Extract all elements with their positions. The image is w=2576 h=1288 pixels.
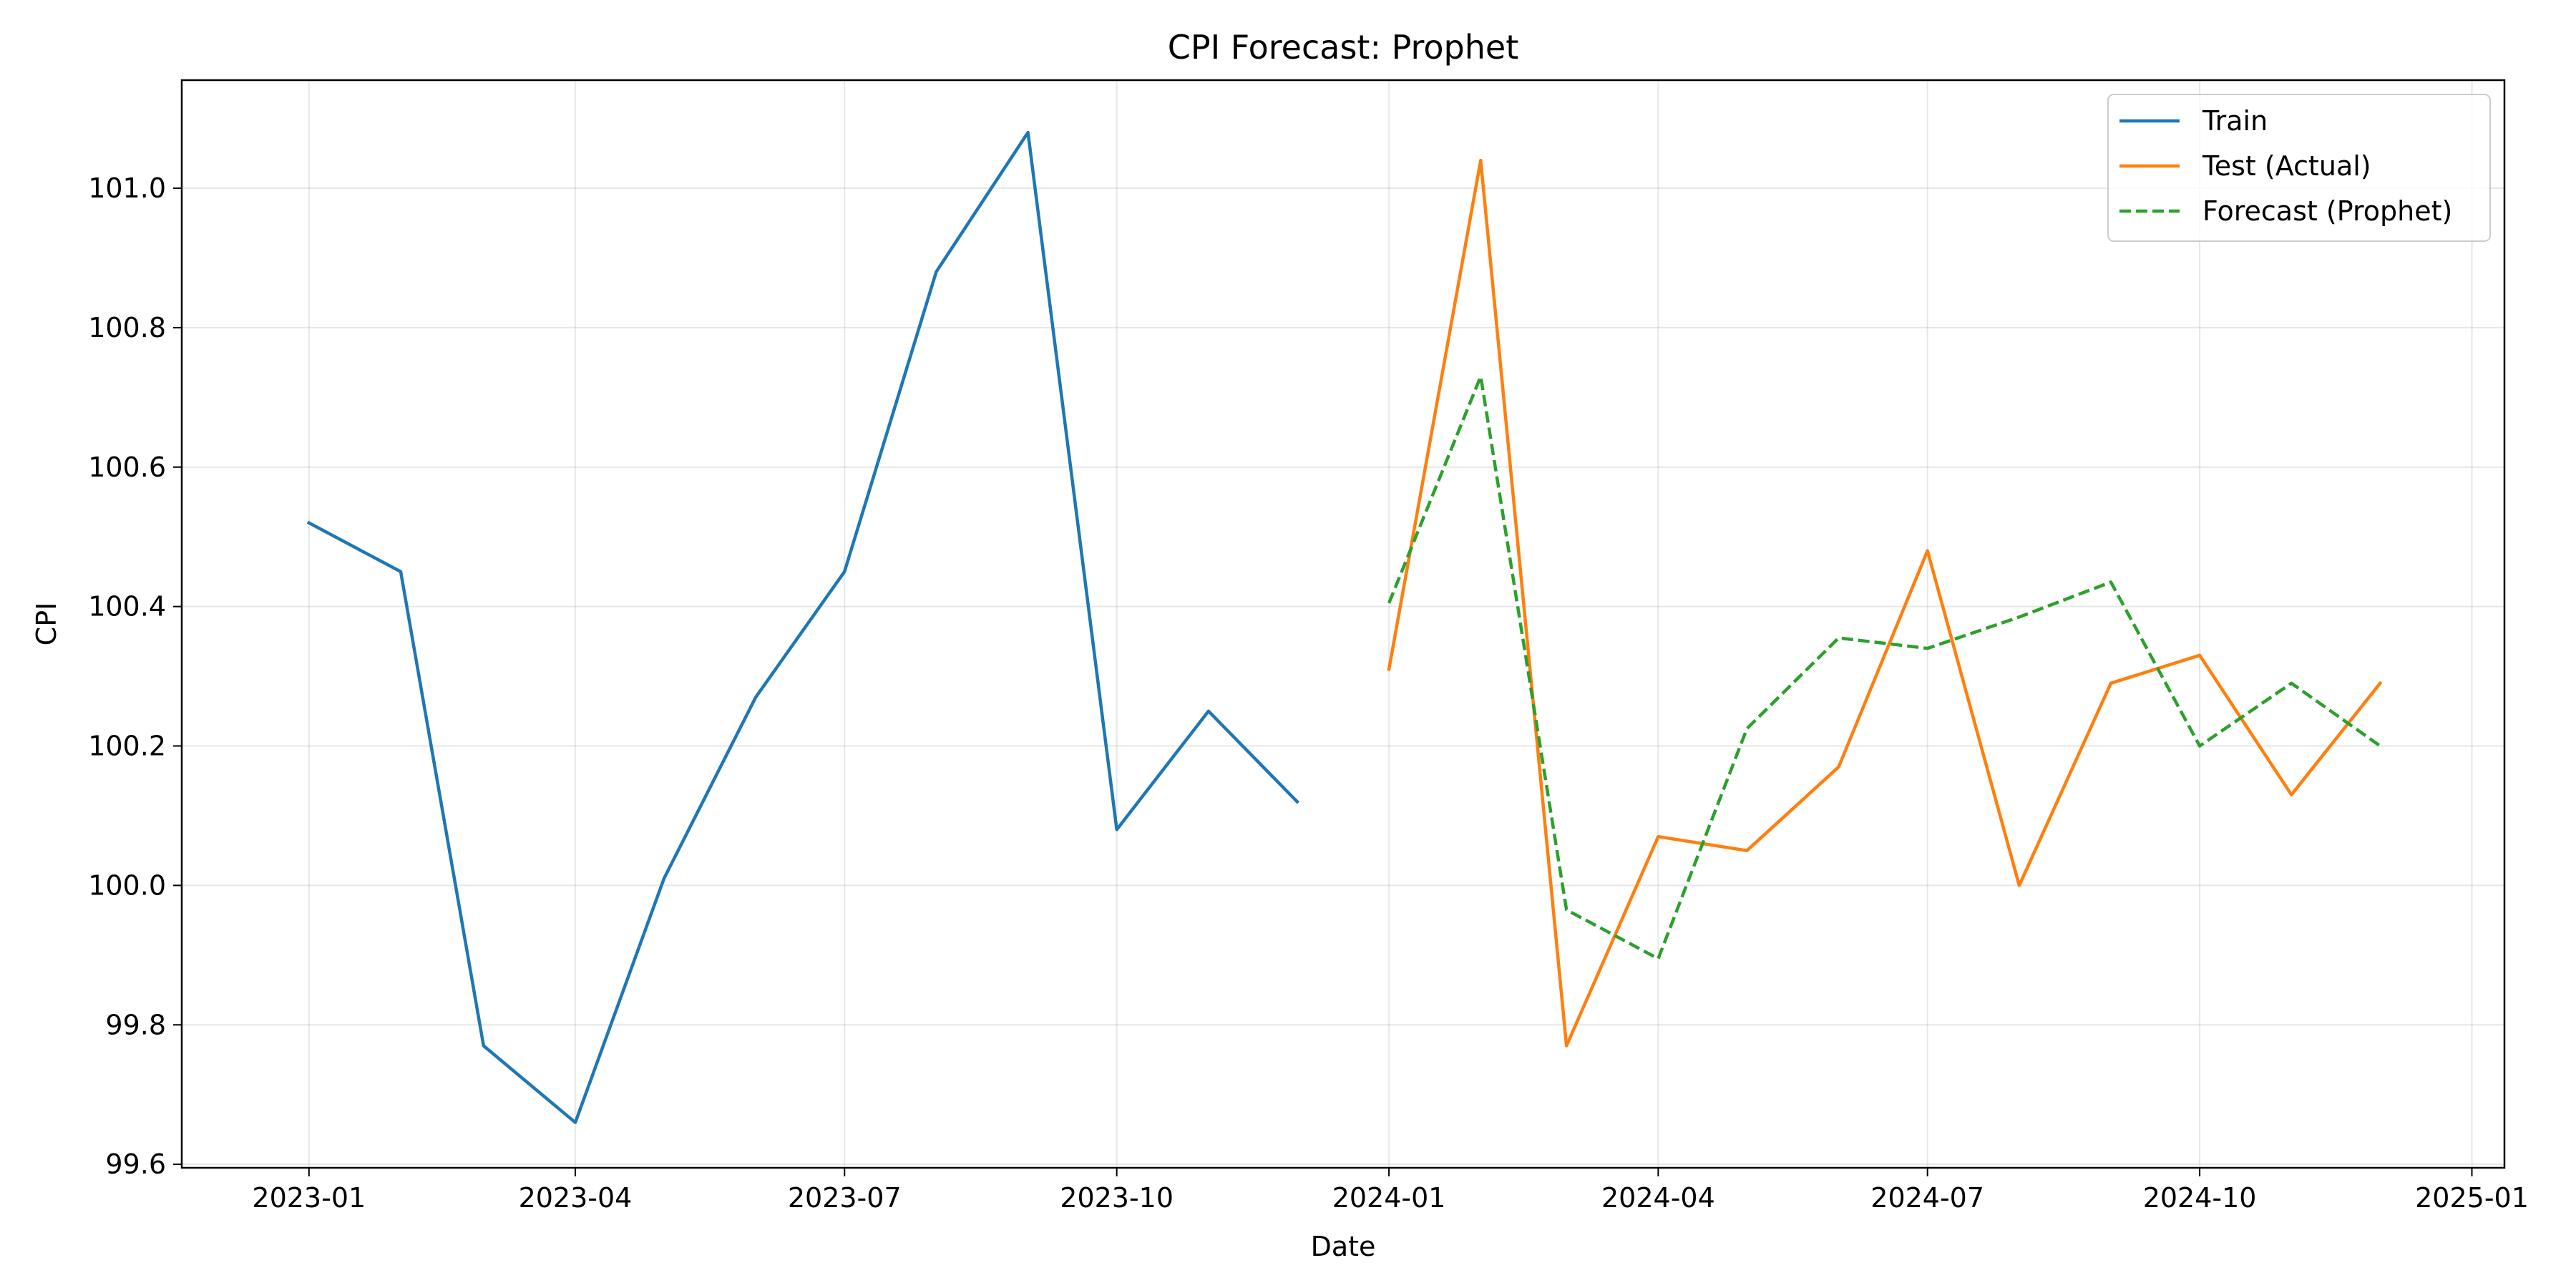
y-tick-label: 101.0 <box>88 172 166 204</box>
legend-label: Train <box>2202 105 2268 137</box>
series-layer <box>306 130 2383 1124</box>
x-tick-label: 2023-07 <box>788 1182 902 1214</box>
series-line-test-actual <box>1387 158 2383 1048</box>
x-tick-label: 2024-04 <box>1601 1182 1715 1214</box>
y-tick-label: 100.0 <box>88 869 166 901</box>
plot-frame <box>180 79 2506 1169</box>
y-tick-label: 99.8 <box>105 1009 166 1040</box>
series-line-forecast-prophet <box>1387 374 2381 960</box>
x-tick-label: 2024-07 <box>1870 1182 1984 1214</box>
legend-label: Forecast (Prophet) <box>2202 195 2452 227</box>
x-tick-label: 2025-01 <box>2415 1182 2529 1214</box>
legend: Train Test (Actual) Forecast (Prophet) <box>2107 94 2491 242</box>
grid-layer <box>182 80 2504 1168</box>
legend-box <box>2107 94 2491 242</box>
y-tick-label: 100.8 <box>88 312 166 343</box>
x-tick-label: 2024-10 <box>2143 1182 2257 1214</box>
x-tick-label: 2023-01 <box>252 1182 366 1214</box>
y-axis-label: CPI <box>31 602 62 646</box>
series-line-train <box>306 130 1300 1124</box>
chart-title: CPI Forecast: Prophet <box>1168 28 1518 67</box>
y-tick-label: 100.6 <box>88 452 166 483</box>
x-tick-label: 2024-01 <box>1332 1182 1446 1214</box>
y-tick-label: 100.4 <box>88 591 166 623</box>
ticks-layer: 2023-01 2023-04 2023-07 2023-10 2024-01 2024-… <box>88 172 2529 1214</box>
y-tick-label: 100.2 <box>88 731 166 762</box>
x-tick-label: 2023-04 <box>519 1182 633 1214</box>
x-tick-label: 2023-10 <box>1060 1182 1174 1214</box>
y-tick-label: 99.6 <box>105 1148 166 1180</box>
legend-label: Test (Actual) <box>2202 150 2371 182</box>
x-axis-label: Date <box>1311 1231 1376 1262</box>
